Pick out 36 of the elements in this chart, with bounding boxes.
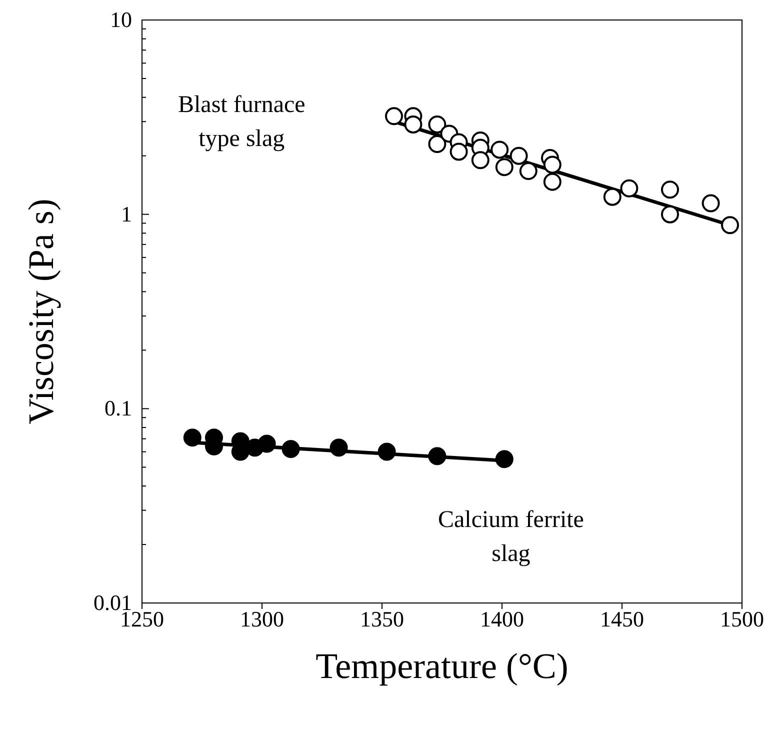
point — [702, 194, 720, 212]
point — [603, 188, 622, 206]
point — [661, 205, 679, 224]
y-tick-label: 10 — [110, 7, 132, 32]
point — [495, 158, 514, 176]
point — [428, 447, 446, 466]
y-tick-label: 1 — [121, 201, 132, 226]
point — [543, 156, 562, 174]
point — [385, 107, 403, 126]
x-tick-label: 1350 — [360, 606, 404, 632]
x-axis-title: Temperature (°C) — [316, 646, 568, 686]
y-tick-label: 0.1 — [104, 396, 132, 421]
x-tick-label: 1400 — [480, 606, 524, 632]
point — [543, 172, 562, 191]
point — [450, 142, 468, 161]
point — [510, 146, 528, 165]
x-tick-label: 1300 — [240, 606, 284, 632]
x-tick-label: 1500 — [720, 606, 764, 632]
point — [330, 438, 348, 457]
point — [282, 440, 300, 458]
point — [471, 151, 490, 170]
x-tick-label: 1450 — [600, 606, 644, 632]
annotation: Blast furnace type slag — [178, 91, 306, 154]
point — [183, 428, 202, 447]
point — [428, 115, 446, 134]
annotation: Calcium ferrite slag — [438, 506, 584, 569]
point — [661, 180, 679, 199]
y-axis-title: Viscosity (Pa s) — [20, 198, 61, 424]
point — [721, 216, 739, 234]
point — [519, 162, 538, 180]
point — [620, 179, 638, 198]
point — [495, 450, 514, 468]
point — [378, 442, 396, 461]
point — [404, 115, 422, 134]
point — [490, 140, 509, 159]
point — [258, 434, 276, 453]
